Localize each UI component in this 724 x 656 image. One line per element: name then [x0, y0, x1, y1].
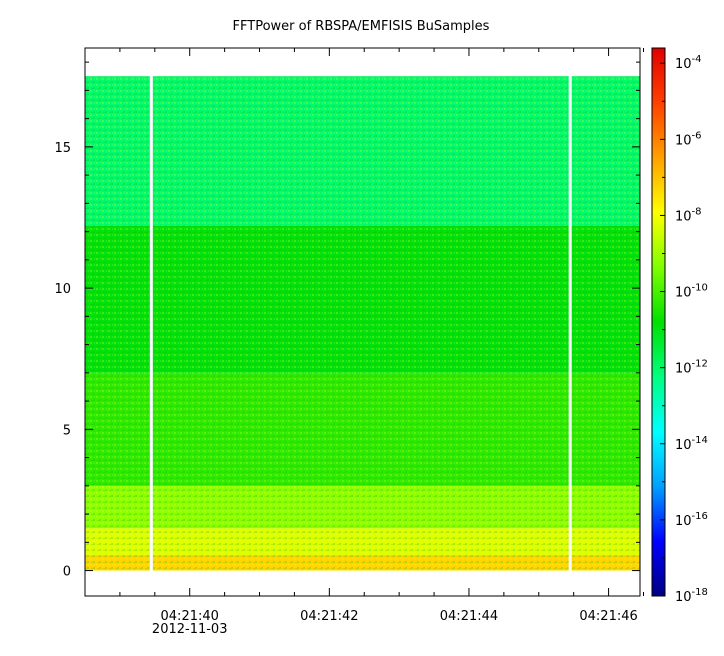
data-gap-1	[568, 75, 572, 572]
y-tick-label: 10	[54, 282, 71, 297]
y-tick-label: 0	[63, 565, 71, 580]
colorbar-tick-label: 10-10	[675, 283, 708, 301]
heatmap-band-texture-0	[85, 555, 640, 571]
x-tick-label: 04:21:42	[300, 609, 358, 624]
colorbar-tick-label: 10-14	[675, 435, 708, 453]
y-tick-label: 15	[54, 141, 71, 156]
x-tick-label: 04:21:40	[161, 609, 219, 624]
colorbar: 10-4 10-6 10-8 10-10 10-12 10-14 10-16 10-18	[651, 47, 708, 605]
plot-frame	[84, 47, 641, 597]
colorbar-tick-label: 10-8	[675, 206, 702, 224]
heatmap-band-texture-4	[85, 225, 640, 373]
data-gap-0	[149, 75, 153, 572]
y-axis: 0 5 10 15	[54, 61, 640, 580]
heatmap-layer	[85, 76, 640, 571]
heatmap-band-texture-1	[85, 528, 640, 556]
colorbar-frame	[651, 47, 666, 597]
x-tick-label: 04:21:46	[579, 609, 637, 624]
colorbar-gradient	[652, 48, 665, 596]
heatmap-band-texture-2	[85, 485, 640, 529]
x-tick-label: 04:21:44	[440, 609, 498, 624]
colorbar-tick-label: 10-12	[675, 359, 708, 377]
chart-title: FFTPower of RBSPA/EMFISIS BuSamples	[233, 19, 490, 34]
colorbar-tick-label: 10-16	[675, 511, 708, 529]
heatmap-band-texture-5	[85, 76, 640, 226]
x-tick-date-label: 2012-11-03	[152, 622, 228, 637]
colorbar-tick-label: 10-6	[675, 130, 702, 148]
heatmap-band-texture-3	[85, 372, 640, 486]
y-tick-label: 5	[63, 423, 71, 438]
colorbar-tick-label: 10-4	[675, 54, 702, 72]
colorbar-tick-label: 10-18	[675, 587, 708, 605]
data-gaps	[149, 75, 572, 572]
